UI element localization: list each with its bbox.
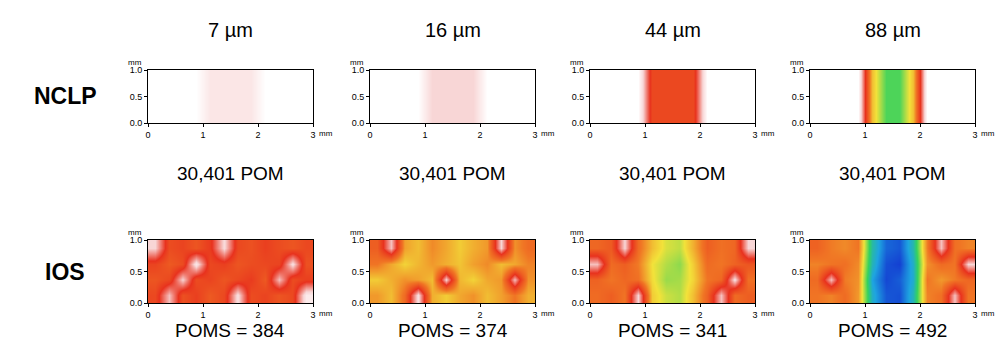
- svg-text:0.5: 0.5: [130, 267, 143, 277]
- svg-text:0.0: 0.0: [792, 118, 805, 128]
- svg-text:0.5: 0.5: [792, 92, 805, 102]
- svg-text:mm: mm: [350, 228, 364, 237]
- svg-text:0.0: 0.0: [130, 298, 143, 308]
- svg-text:0: 0: [367, 310, 372, 320]
- svg-text:1.0: 1.0: [130, 65, 143, 75]
- svg-text:0: 0: [807, 310, 812, 320]
- svg-text:30,401 POM: 30,401 POM: [399, 163, 506, 184]
- svg-text:mm: mm: [128, 58, 142, 67]
- svg-text:30,401 POM: 30,401 POM: [177, 163, 284, 184]
- svg-text:30,401 POM: 30,401 POM: [839, 163, 946, 184]
- svg-text:mm: mm: [570, 228, 584, 237]
- svg-text:3: 3: [532, 310, 537, 320]
- svg-text:1: 1: [422, 310, 427, 320]
- svg-text:0.5: 0.5: [352, 267, 365, 277]
- svg-text:1: 1: [200, 130, 205, 140]
- svg-text:mm: mm: [319, 129, 333, 138]
- svg-text:0.0: 0.0: [352, 118, 365, 128]
- svg-text:1: 1: [862, 130, 867, 140]
- svg-text:3: 3: [310, 130, 315, 140]
- svg-text:3: 3: [752, 310, 757, 320]
- svg-text:0.5: 0.5: [572, 267, 585, 277]
- svg-text:3: 3: [310, 310, 315, 320]
- svg-text:88 µm: 88 µm: [865, 19, 921, 41]
- svg-text:3: 3: [972, 310, 977, 320]
- svg-text:16 µm: 16 µm: [425, 19, 481, 41]
- svg-text:POMS = 374: POMS = 374: [398, 320, 508, 341]
- svg-text:NCLP: NCLP: [34, 83, 97, 109]
- svg-text:0: 0: [145, 310, 150, 320]
- svg-text:1: 1: [422, 130, 427, 140]
- svg-text:2: 2: [255, 310, 260, 320]
- svg-text:1.0: 1.0: [792, 235, 805, 245]
- svg-text:mm: mm: [541, 309, 555, 318]
- svg-text:0.0: 0.0: [572, 298, 585, 308]
- svg-text:2: 2: [697, 130, 702, 140]
- svg-text:1.0: 1.0: [130, 235, 143, 245]
- svg-text:0: 0: [587, 130, 592, 140]
- svg-text:30,401 POM: 30,401 POM: [619, 163, 726, 184]
- svg-text:2: 2: [255, 130, 260, 140]
- svg-text:0.0: 0.0: [130, 118, 143, 128]
- svg-text:1: 1: [642, 130, 647, 140]
- svg-text:1.0: 1.0: [572, 65, 585, 75]
- svg-text:1: 1: [200, 310, 205, 320]
- svg-text:mm: mm: [981, 309, 995, 318]
- svg-text:44 µm: 44 µm: [645, 19, 701, 41]
- svg-text:POMS = 384: POMS = 384: [175, 320, 285, 341]
- svg-text:0: 0: [807, 130, 812, 140]
- svg-text:POMS = 492: POMS = 492: [838, 320, 947, 341]
- svg-text:0.5: 0.5: [572, 92, 585, 102]
- svg-text:0.0: 0.0: [792, 298, 805, 308]
- svg-text:1.0: 1.0: [352, 235, 365, 245]
- svg-text:mm: mm: [761, 309, 775, 318]
- svg-text:0.5: 0.5: [792, 267, 805, 277]
- svg-text:IOS: IOS: [45, 259, 85, 285]
- svg-text:mm: mm: [981, 129, 995, 138]
- svg-text:mm: mm: [128, 228, 142, 237]
- svg-text:mm: mm: [761, 129, 775, 138]
- svg-text:0: 0: [367, 130, 372, 140]
- svg-text:mm: mm: [570, 58, 584, 67]
- svg-text:mm: mm: [790, 228, 804, 237]
- svg-text:mm: mm: [790, 58, 804, 67]
- svg-text:2: 2: [917, 130, 922, 140]
- svg-text:0: 0: [587, 310, 592, 320]
- svg-text:7 µm: 7 µm: [208, 19, 253, 41]
- svg-text:0.5: 0.5: [130, 92, 143, 102]
- svg-text:3: 3: [532, 130, 537, 140]
- svg-text:2: 2: [477, 310, 482, 320]
- svg-text:0.5: 0.5: [352, 92, 365, 102]
- svg-text:3: 3: [972, 130, 977, 140]
- svg-text:2: 2: [697, 310, 702, 320]
- svg-text:0.0: 0.0: [572, 118, 585, 128]
- svg-text:0.0: 0.0: [352, 298, 365, 308]
- svg-text:2: 2: [477, 130, 482, 140]
- svg-text:1.0: 1.0: [352, 65, 365, 75]
- svg-text:POMS = 341: POMS = 341: [618, 320, 727, 341]
- svg-text:1.0: 1.0: [572, 235, 585, 245]
- svg-text:1.0: 1.0: [792, 65, 805, 75]
- svg-text:1: 1: [642, 310, 647, 320]
- svg-text:3: 3: [752, 130, 757, 140]
- svg-text:mm: mm: [319, 309, 333, 318]
- svg-text:0: 0: [145, 130, 150, 140]
- svg-text:mm: mm: [541, 129, 555, 138]
- svg-text:2: 2: [917, 310, 922, 320]
- svg-text:1: 1: [862, 310, 867, 320]
- svg-text:mm: mm: [350, 58, 364, 67]
